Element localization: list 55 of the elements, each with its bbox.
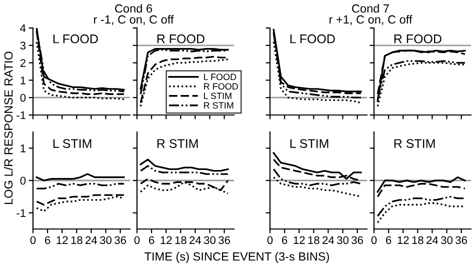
- x-tick-label: 12: [294, 236, 305, 244]
- x-tick-label: 18: [175, 236, 186, 244]
- x-tick-label: 0: [267, 236, 273, 244]
- annotation: L FOOD: [53, 34, 98, 44]
- legend-label: R FOOD: [204, 83, 238, 90]
- y-tick-label: 4: [20, 24, 26, 32]
- annotation: L STIM: [290, 139, 328, 148]
- x-tick-label: 6: [282, 236, 288, 244]
- chart-title: Cond 6: [115, 4, 152, 13]
- y-tick-label: 0: [20, 94, 26, 102]
- x-tick-label: 12: [56, 236, 68, 244]
- annotation: L STIM: [53, 139, 92, 148]
- x-tick-label: 0: [134, 236, 140, 244]
- y-tick-label: 0: [20, 176, 26, 185]
- x-tick-label: 6: [386, 236, 392, 244]
- y-tick-label: -1: [16, 209, 26, 217]
- legend-label: R STIM: [204, 102, 234, 109]
- y-tick-label: -1: [16, 111, 26, 120]
- legend-label: L FOOD: [204, 74, 236, 80]
- y-tick-label: 1: [20, 144, 26, 152]
- annotation: R FOOD: [394, 34, 442, 44]
- x-axis-title: TIME (s) SINCE EVENT (3-s BINS): [144, 252, 329, 263]
- y-tick-label: 1: [20, 76, 26, 84]
- y-tick-label: 2: [20, 59, 26, 67]
- x-tick-label: 30: [440, 236, 452, 244]
- legend-label: L STIM: [204, 92, 232, 100]
- x-tick-label: 6: [149, 236, 154, 244]
- x-tick-label: 24: [190, 236, 202, 244]
- x-tick-label: 30: [100, 236, 112, 244]
- x-tick-label: 36: [352, 236, 363, 244]
- x-tick-label: 30: [336, 236, 348, 244]
- x-tick-label: 18: [71, 236, 82, 244]
- x-tick-label: 36: [218, 236, 230, 244]
- x-tick-label: 6: [45, 236, 50, 244]
- annotation: L FOOD: [290, 34, 335, 44]
- x-tick-label: 12: [160, 236, 172, 244]
- chart-title: Cond 7: [352, 4, 389, 13]
- y-axis-title: LOG L/R RESPONSE RATIO: [4, 52, 13, 204]
- x-tick-label: 36: [456, 236, 467, 244]
- x-tick-label: 24: [86, 236, 98, 244]
- x-tick-label: 24: [426, 236, 438, 244]
- x-tick-label: 18: [308, 236, 320, 244]
- annotation: R FOOD: [157, 34, 204, 44]
- x-tick-label: 30: [204, 236, 216, 244]
- x-tick-label: 12: [398, 236, 409, 244]
- chart-subtitle: r -1, C on, C off: [94, 15, 174, 26]
- x-tick-label: 24: [322, 236, 334, 244]
- x-tick-label: 0: [371, 236, 377, 244]
- chart-subtitle: r +1, C on, C off: [330, 15, 412, 26]
- x-tick-label: 36: [114, 236, 126, 244]
- x-tick-label: 18: [412, 236, 424, 244]
- y-tick-label: 3: [20, 42, 26, 50]
- annotation: R STIM: [394, 139, 435, 148]
- x-tick-label: 0: [30, 236, 36, 244]
- annotation: R STIM: [157, 139, 198, 148]
